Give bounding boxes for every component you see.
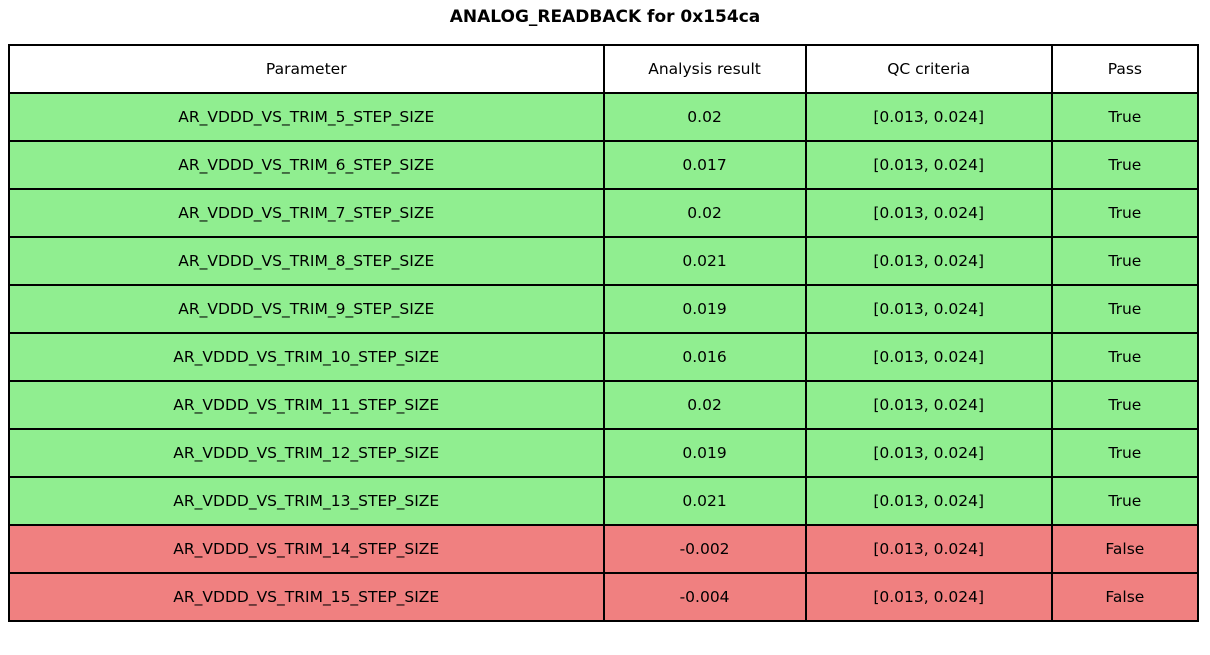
- parameter-cell: AR_VDDD_VS_TRIM_8_STEP_SIZE: [8, 236, 605, 286]
- table-row: AR_VDDD_VS_TRIM_12_STEP_SIZE 0.019 [0.01…: [8, 428, 1200, 478]
- table-row: AR_VDDD_VS_TRIM_8_STEP_SIZE 0.021 [0.013…: [8, 236, 1200, 286]
- column-header-parameter: Parameter: [8, 44, 605, 94]
- pass-cell: True: [1050, 140, 1200, 190]
- column-header-pass: Pass: [1050, 44, 1200, 94]
- analysis-result-cell: 0.02: [602, 380, 807, 430]
- pass-cell: True: [1050, 284, 1200, 334]
- qc-results-table: Parameter Analysis result QC criteria Pa…: [8, 44, 1200, 622]
- page-title: ANALOG_READBACK for 0x154ca: [449, 7, 761, 27]
- parameter-cell: AR_VDDD_VS_TRIM_14_STEP_SIZE: [8, 524, 605, 574]
- table-row: AR_VDDD_VS_TRIM_5_STEP_SIZE 0.02 [0.013,…: [8, 92, 1200, 142]
- parameter-cell: AR_VDDD_VS_TRIM_12_STEP_SIZE: [8, 428, 605, 478]
- analysis-result-cell: 0.02: [602, 188, 807, 238]
- parameter-cell: AR_VDDD_VS_TRIM_11_STEP_SIZE: [8, 380, 605, 430]
- analysis-result-cell: -0.002: [602, 524, 807, 574]
- qc-criteria-cell: [0.013, 0.024]: [804, 140, 1053, 190]
- qc-criteria-cell: [0.013, 0.024]: [804, 332, 1053, 382]
- parameter-cell: AR_VDDD_VS_TRIM_13_STEP_SIZE: [8, 476, 605, 526]
- pass-cell: False: [1050, 524, 1200, 574]
- qc-criteria-cell: [0.013, 0.024]: [804, 572, 1053, 622]
- analysis-result-cell: 0.019: [602, 428, 807, 478]
- analysis-result-cell: 0.021: [602, 236, 807, 286]
- analysis-result-cell: -0.004: [602, 572, 807, 622]
- qc-criteria-cell: [0.013, 0.024]: [804, 188, 1053, 238]
- parameter-cell: AR_VDDD_VS_TRIM_7_STEP_SIZE: [8, 188, 605, 238]
- pass-cell: False: [1050, 572, 1200, 622]
- table-row: AR_VDDD_VS_TRIM_7_STEP_SIZE 0.02 [0.013,…: [8, 188, 1200, 238]
- table-row: AR_VDDD_VS_TRIM_10_STEP_SIZE 0.016 [0.01…: [8, 332, 1200, 382]
- pass-cell: True: [1050, 380, 1200, 430]
- table-header-row: Parameter Analysis result QC criteria Pa…: [8, 44, 1200, 94]
- qc-criteria-cell: [0.013, 0.024]: [804, 476, 1053, 526]
- qc-criteria-cell: [0.013, 0.024]: [804, 236, 1053, 286]
- table-row: AR_VDDD_VS_TRIM_6_STEP_SIZE 0.017 [0.013…: [8, 140, 1200, 190]
- column-header-analysis-result: Analysis result: [602, 44, 807, 94]
- analysis-result-cell: 0.021: [602, 476, 807, 526]
- parameter-cell: AR_VDDD_VS_TRIM_5_STEP_SIZE: [8, 92, 605, 142]
- analysis-result-cell: 0.019: [602, 284, 807, 334]
- pass-cell: True: [1050, 236, 1200, 286]
- parameter-cell: AR_VDDD_VS_TRIM_9_STEP_SIZE: [8, 284, 605, 334]
- pass-cell: True: [1050, 428, 1200, 478]
- qc-criteria-cell: [0.013, 0.024]: [804, 92, 1053, 142]
- pass-cell: True: [1050, 92, 1200, 142]
- table-row: AR_VDDD_VS_TRIM_11_STEP_SIZE 0.02 [0.013…: [8, 380, 1200, 430]
- parameter-cell: AR_VDDD_VS_TRIM_15_STEP_SIZE: [8, 572, 605, 622]
- table-row: AR_VDDD_VS_TRIM_14_STEP_SIZE -0.002 [0.0…: [8, 524, 1200, 574]
- qc-criteria-cell: [0.013, 0.024]: [804, 380, 1053, 430]
- analysis-result-cell: 0.017: [602, 140, 807, 190]
- table-row: AR_VDDD_VS_TRIM_15_STEP_SIZE -0.004 [0.0…: [8, 572, 1200, 622]
- pass-cell: True: [1050, 332, 1200, 382]
- analysis-result-cell: 0.02: [602, 92, 807, 142]
- table-row: AR_VDDD_VS_TRIM_13_STEP_SIZE 0.021 [0.01…: [8, 476, 1200, 526]
- parameter-cell: AR_VDDD_VS_TRIM_6_STEP_SIZE: [8, 140, 605, 190]
- column-header-qc-criteria: QC criteria: [804, 44, 1053, 94]
- table-row: AR_VDDD_VS_TRIM_9_STEP_SIZE 0.019 [0.013…: [8, 284, 1200, 334]
- qc-criteria-cell: [0.013, 0.024]: [804, 284, 1053, 334]
- analysis-result-cell: 0.016: [602, 332, 807, 382]
- pass-cell: True: [1050, 476, 1200, 526]
- parameter-cell: AR_VDDD_VS_TRIM_10_STEP_SIZE: [8, 332, 605, 382]
- qc-criteria-cell: [0.013, 0.024]: [804, 524, 1053, 574]
- qc-criteria-cell: [0.013, 0.024]: [804, 428, 1053, 478]
- pass-cell: True: [1050, 188, 1200, 238]
